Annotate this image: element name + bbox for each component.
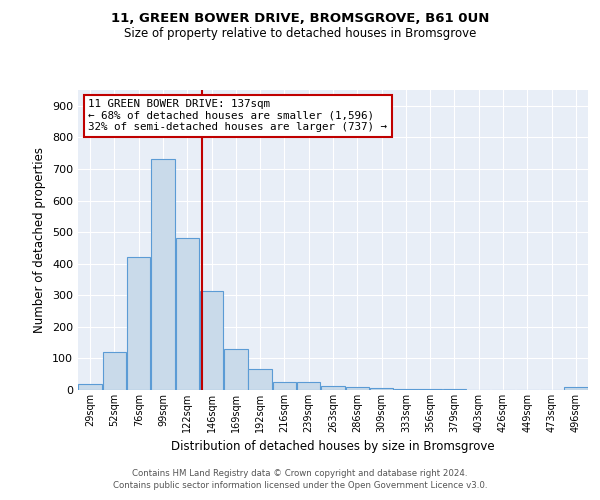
- Bar: [346, 388, 369, 390]
- Bar: [79, 384, 102, 390]
- Text: 11, GREEN BOWER DRIVE, BROMSGROVE, B61 0UN: 11, GREEN BOWER DRIVE, BROMSGROVE, B61 0…: [111, 12, 489, 26]
- Bar: [564, 388, 587, 390]
- Text: Size of property relative to detached houses in Bromsgrove: Size of property relative to detached ho…: [124, 28, 476, 40]
- Bar: [272, 382, 296, 390]
- Bar: [127, 258, 151, 390]
- Text: Contains HM Land Registry data © Crown copyright and database right 2024.: Contains HM Land Registry data © Crown c…: [132, 468, 468, 477]
- Bar: [176, 238, 199, 390]
- X-axis label: Distribution of detached houses by size in Bromsgrove: Distribution of detached houses by size …: [171, 440, 495, 454]
- Y-axis label: Number of detached properties: Number of detached properties: [34, 147, 46, 333]
- Bar: [297, 382, 320, 390]
- Bar: [321, 386, 345, 390]
- Bar: [394, 389, 418, 390]
- Bar: [103, 352, 126, 390]
- Bar: [370, 388, 394, 390]
- Bar: [248, 370, 272, 390]
- Bar: [224, 349, 248, 390]
- Text: 11 GREEN BOWER DRIVE: 137sqm
← 68% of detached houses are smaller (1,596)
32% of: 11 GREEN BOWER DRIVE: 137sqm ← 68% of de…: [88, 99, 387, 132]
- Bar: [200, 290, 223, 390]
- Text: Contains public sector information licensed under the Open Government Licence v3: Contains public sector information licen…: [113, 481, 487, 490]
- Bar: [151, 160, 175, 390]
